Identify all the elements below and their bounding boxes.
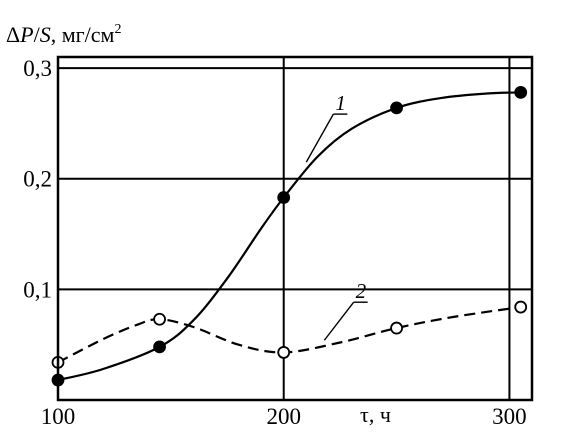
x-tick-label: 200 [266,404,301,429]
series-label-2: 2 [356,279,367,303]
data-point-1 [514,86,528,99]
y-axis-title-delta: Δ [6,22,20,47]
data-point-2 [277,346,291,359]
data-point-1 [153,340,166,354]
y-axis-title-p: P [19,22,33,47]
series-leader-1 [305,113,334,163]
y-tick-label: 0,2 [23,167,52,192]
series-line-2 [57,306,521,364]
series-leader-2 [323,301,355,341]
series-line-1 [57,91,521,382]
y-axis-title-sup: 2 [114,22,121,37]
x-axis-title: τ, ч [360,402,391,427]
y-tick-label: 0,3 [23,56,52,81]
markers [51,86,528,387]
y-tick-label: 0,1 [23,277,52,302]
curves [57,91,521,382]
plot-frame [56,55,534,402]
y-axis-title-slash: / [34,22,41,47]
y-axis-title-unit: , мг/см [51,22,115,47]
data-point-2 [390,321,403,335]
x-tick-label: 300 [492,404,527,429]
data-point-2 [153,312,166,326]
grid [58,57,532,400]
data-point-2 [514,300,528,314]
data-point-1 [277,191,291,204]
y-axis-title: ΔP/S, мг/см2 [6,22,121,47]
series-label-1: 1 [335,91,346,115]
x-tick-label: 100 [41,404,76,429]
series-label-leaders: 12 [305,91,368,341]
data-point-1 [390,101,403,115]
tick-labels: 0,1 0,2 0,3 100 200 300 [23,56,526,429]
y-axis-title-s: S [40,22,51,47]
